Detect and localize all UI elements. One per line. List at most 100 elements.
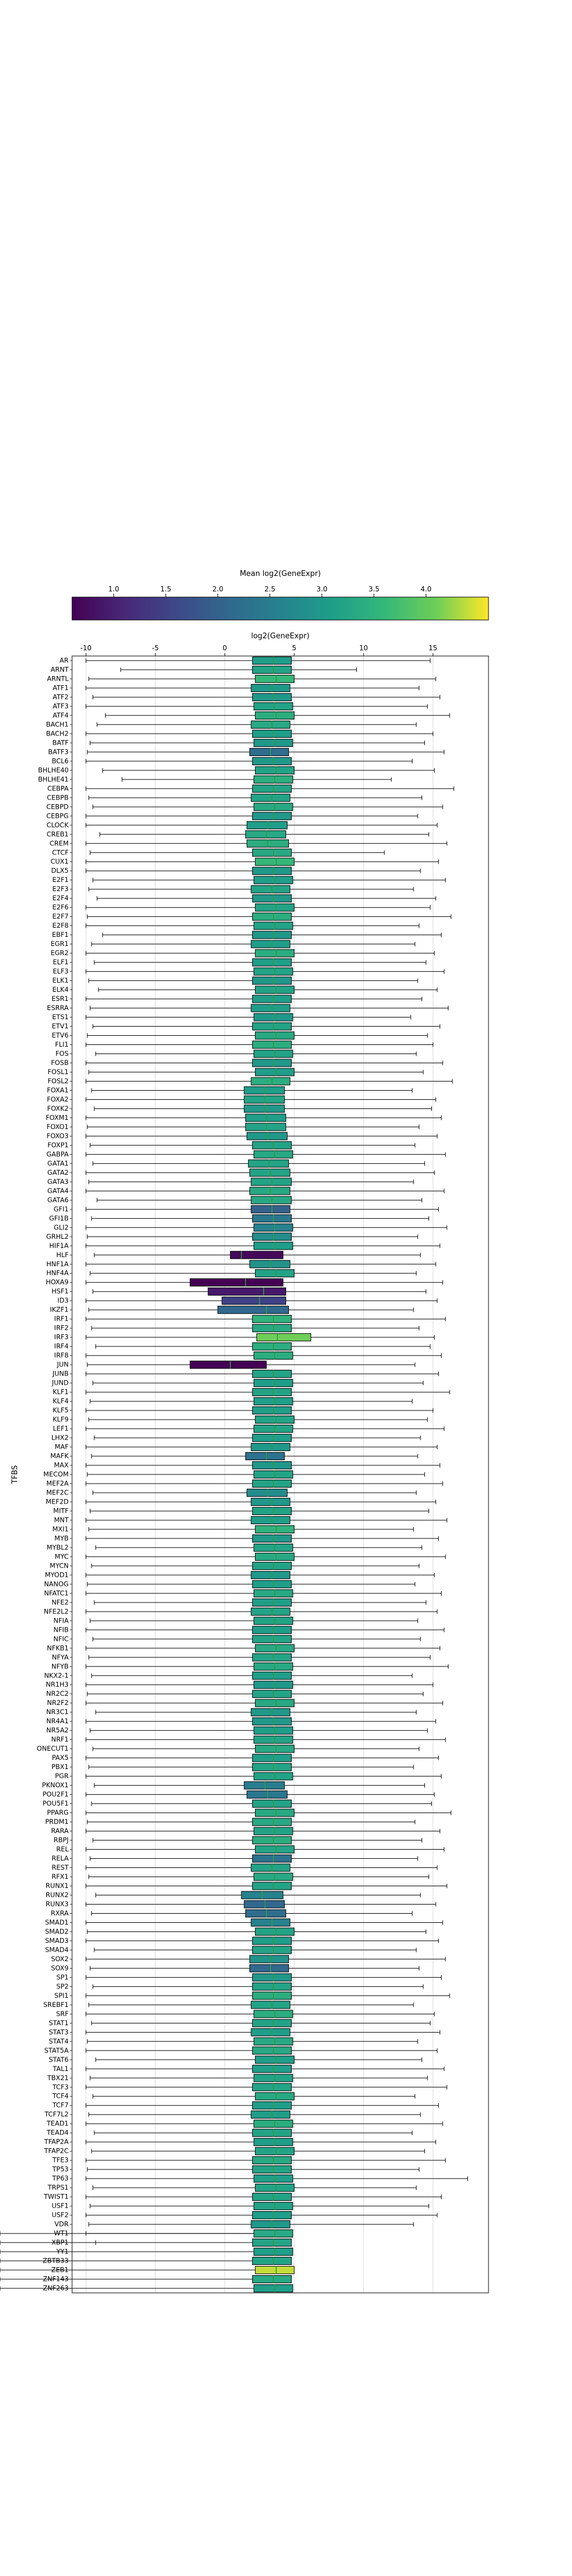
box-MEF2C [92,1488,417,1497]
iqr-box [253,1662,293,1671]
iqr-box [251,720,291,729]
y-tick-label: HSF1 [51,1287,69,1295]
iqr-box [253,2284,293,2293]
box-ATF4 [105,711,450,719]
iqr-box [252,1040,292,1049]
iqr-box [252,1937,292,1945]
y-tick-label: FOSB [51,1059,69,1067]
iqr-box [253,1680,293,1689]
y-tick-label: MAX [54,1461,69,1469]
iqr-box [253,738,293,747]
y-tick-label: E2F1 [52,876,69,884]
iqr-box [255,2147,295,2156]
y-tick-label: MYCN [50,1561,69,1569]
colorbar-tick-label: 2.5 [264,585,275,593]
iqr-box [244,1095,285,1104]
iqr-box [252,2256,292,2265]
y-tick-label: E2F7 [52,912,69,920]
iqr-box [253,1013,293,1021]
y-tick-label: TBX21 [47,2074,69,2082]
box-RARA [85,1827,440,1835]
y-tick-label: NR3C1 [46,1708,69,1716]
iqr-box [251,1571,291,1579]
iqr-box [252,1882,292,1890]
y-tick-label: HOXA9 [46,1278,69,1286]
y-tick-label: GABPA [46,1150,69,1158]
y-tick-label: IRF3 [54,1333,69,1341]
y-tick-label: NR5A2 [46,1726,69,1734]
box-NFIA [90,1616,418,1625]
box-POU5F1 [91,1799,432,1808]
iqr-box [252,1315,292,1323]
iqr-box [247,1790,288,1799]
iqr-box [208,1287,287,1296]
box-FOSL1 [88,1068,424,1076]
y-tick-label: TFAP2C [43,2147,69,2155]
box-POU2F1 [85,1790,435,1799]
iqr-box [247,1488,288,1497]
iqr-box [252,1561,292,1570]
box-FOXM1 [85,1114,442,1122]
iqr-box [245,1452,285,1461]
box-TFE3 [85,2156,446,2165]
box-E2F6 [85,903,431,912]
box-ETV6 [87,1031,428,1040]
y-tick-label: ETS1 [52,1013,69,1021]
y-tick-label: EBF1 [52,931,69,939]
iqr-box [252,1479,292,1488]
y-tick-label: STAT3 [49,2028,69,2036]
y-tick-label: NFE2 [51,1598,69,1606]
box-NR3C1 [95,1708,417,1716]
iqr-box [253,775,293,784]
y-tick-label: VDR [54,2220,69,2228]
y-tick-label: CEBPA [47,784,69,792]
iqr-box [255,857,295,866]
y-tick-label: ID3 [57,1297,69,1305]
y-tick-label: RBPJ [54,1836,69,1844]
iqr-box [252,1689,292,1698]
y-tick-label: NFYA [52,1653,69,1661]
iqr-box [252,1598,292,1607]
box-FOXA2 [85,1095,436,1104]
box-E2F4 [97,894,436,903]
y-tick-label: MITF [53,1506,69,1514]
iqr-box [245,1909,287,1918]
iqr-box [252,1799,292,1808]
iqr-box [252,2275,292,2284]
colorbar [72,597,489,621]
iqr-box [252,1763,292,1771]
y-tick-label: GFI1B [49,1214,69,1222]
iqr-box [251,1178,292,1186]
box-TCF4 [92,2092,415,2101]
iqr-box [249,1964,289,1973]
y-tick-label: NANOG [44,1580,69,1588]
box-ETS1 [85,1013,411,1021]
box-TFAP2A [85,2138,436,2146]
iqr-box [251,1442,291,1452]
iqr-box [253,2010,293,2018]
box-ID3 [85,1297,438,1305]
box-ESR1 [85,995,423,1003]
box-MYOD1 [85,1571,435,1579]
y-axis-title: TFBS [11,1465,19,1484]
iqr-box [251,1708,291,1716]
iqr-box [255,1269,295,1278]
colorbar-tick-label: 3.5 [368,585,379,593]
box-GLI2 [85,1223,447,1232]
iqr-box [255,1744,295,1753]
y-tick-label: PBX1 [51,1763,69,1771]
iqr-box [255,2265,295,2275]
box-NFE2 [94,1598,427,1607]
iqr-box [249,1187,291,1195]
iqr-box [252,729,292,738]
iqr-box [252,1836,292,1844]
y-tick-label: SMAD1 [45,1918,69,1926]
y-tick-label: ONECUT1 [37,1744,69,1752]
box-E2F7 [87,912,451,921]
box-MNT [85,1516,447,1524]
iqr-box [252,1580,292,1588]
iqr-box [255,1552,295,1561]
y-tick-label: NFIC [53,1635,69,1643]
iqr-box [255,674,295,683]
box-TP63 [85,2175,468,2183]
